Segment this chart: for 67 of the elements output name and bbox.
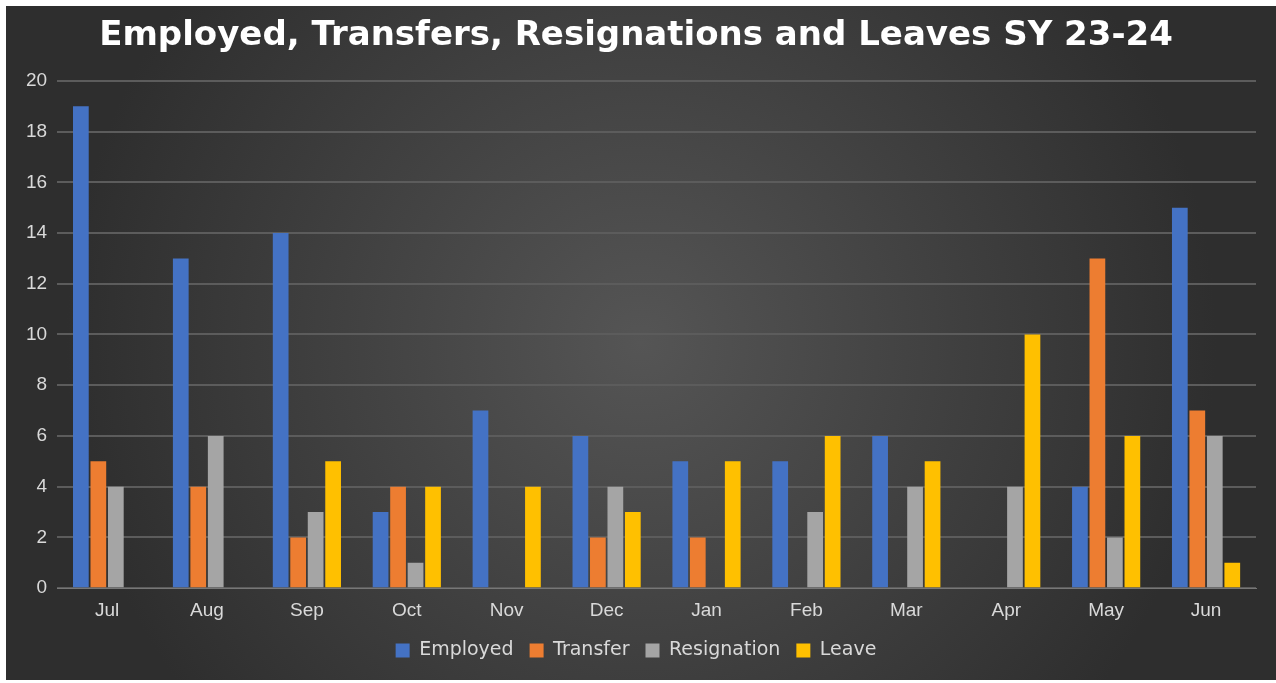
bar bbox=[1189, 410, 1206, 588]
bar bbox=[172, 258, 189, 588]
bar bbox=[525, 486, 541, 588]
bar bbox=[572, 435, 589, 588]
bar bbox=[1107, 537, 1123, 588]
bar bbox=[325, 461, 341, 588]
bar bbox=[872, 435, 888, 588]
y-tick-label: 18 bbox=[25, 119, 48, 141]
bar bbox=[107, 486, 124, 588]
bar bbox=[724, 461, 741, 588]
bar bbox=[1171, 207, 1188, 588]
bar bbox=[1089, 258, 1106, 588]
x-tick-label: Mar bbox=[889, 598, 924, 620]
y-tick-label: 2 bbox=[36, 525, 48, 547]
bar bbox=[472, 410, 489, 588]
bar bbox=[672, 461, 689, 588]
x-tick-label: Sep bbox=[289, 598, 324, 620]
y-tick-label: 16 bbox=[25, 170, 48, 192]
bar bbox=[624, 512, 641, 588]
bar bbox=[407, 562, 424, 588]
bar bbox=[772, 461, 789, 588]
bar bbox=[372, 512, 389, 588]
bar bbox=[1072, 486, 1088, 588]
bar bbox=[1224, 562, 1241, 588]
bar bbox=[390, 486, 406, 588]
bar bbox=[72, 106, 89, 588]
bar bbox=[1024, 334, 1041, 588]
legend-label: Resignation bbox=[669, 637, 781, 660]
x-tick-label: Apr bbox=[991, 598, 1022, 620]
x-tick-label: Jun bbox=[1190, 598, 1222, 620]
bar bbox=[1206, 435, 1223, 588]
y-tick-label: 4 bbox=[36, 474, 48, 496]
x-tick-label: Jul bbox=[94, 598, 120, 620]
x-tick-label: Dec bbox=[589, 598, 624, 620]
chart-title: Employed, Transfers, Resignations and Leaves SY 23-24 bbox=[99, 13, 1173, 54]
bar bbox=[907, 486, 923, 588]
bar bbox=[290, 537, 307, 588]
bar bbox=[1124, 435, 1141, 588]
x-tick-label: Oct bbox=[392, 598, 423, 620]
x-tick-label: Feb bbox=[790, 598, 823, 620]
y-tick-label: 8 bbox=[36, 373, 48, 395]
y-tick-label: 10 bbox=[25, 322, 48, 344]
y-tick-label: 14 bbox=[25, 221, 48, 243]
y-tick-label: 6 bbox=[36, 424, 48, 446]
x-tick-label: Aug bbox=[190, 598, 224, 620]
y-tick-label: 0 bbox=[36, 576, 48, 598]
legend-label: Leave bbox=[819, 637, 877, 660]
bar bbox=[590, 537, 606, 588]
bar bbox=[190, 486, 207, 588]
bar bbox=[90, 461, 107, 588]
bar bbox=[807, 512, 824, 588]
x-tick-label: May bbox=[1088, 598, 1125, 620]
x-tick-label: Jan bbox=[691, 598, 722, 620]
bar bbox=[689, 537, 706, 588]
bar bbox=[1007, 486, 1023, 588]
bar bbox=[207, 435, 224, 588]
x-tick-label: Nov bbox=[489, 598, 525, 620]
y-tick-label: 20 bbox=[25, 69, 48, 91]
bar bbox=[607, 486, 624, 588]
bar bbox=[272, 233, 289, 588]
bar bbox=[824, 435, 841, 588]
legend-label: Transfer bbox=[552, 637, 630, 660]
bar bbox=[425, 486, 441, 588]
y-tick-label: 12 bbox=[25, 271, 48, 293]
bar bbox=[307, 512, 324, 588]
bar bbox=[924, 461, 941, 588]
legend-label: Employed bbox=[419, 637, 514, 660]
